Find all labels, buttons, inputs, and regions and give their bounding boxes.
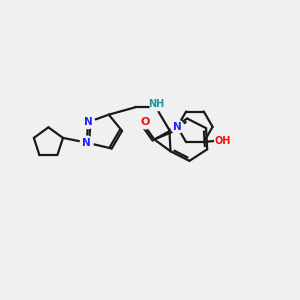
Circle shape: [215, 133, 230, 148]
Circle shape: [80, 136, 93, 149]
Circle shape: [149, 97, 164, 111]
Circle shape: [82, 116, 94, 128]
Text: N: N: [84, 117, 92, 127]
Text: O: O: [141, 117, 150, 128]
Text: OH: OH: [214, 136, 230, 146]
Circle shape: [139, 116, 152, 129]
Circle shape: [171, 120, 184, 133]
Text: N: N: [82, 138, 91, 148]
Text: NH: NH: [148, 99, 165, 109]
Text: N: N: [173, 122, 182, 132]
